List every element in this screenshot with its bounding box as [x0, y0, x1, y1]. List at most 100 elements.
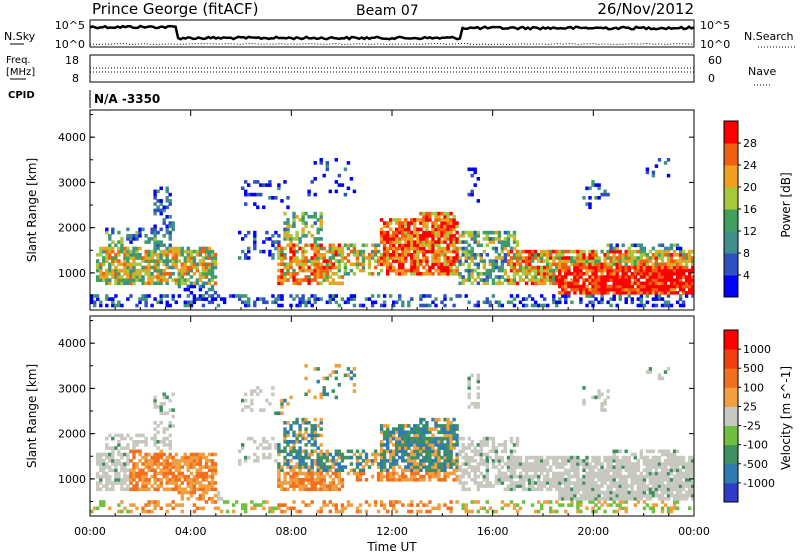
scatter-cell — [126, 262, 130, 267]
scatter-cell — [561, 503, 565, 507]
scatter-cell — [537, 509, 541, 514]
scatter-cell — [289, 465, 293, 469]
scatter-cell — [144, 462, 148, 466]
scatter-cell — [600, 408, 604, 412]
scatter-cell — [114, 474, 118, 479]
scatter-cell — [630, 281, 634, 286]
scatter-cell — [594, 481, 598, 485]
scatter-cell — [165, 249, 169, 254]
scatter-cell — [361, 471, 366, 476]
scatter-cell — [271, 300, 275, 305]
scatter-cell — [594, 265, 598, 270]
scatter-cell — [416, 471, 420, 476]
scatter-cell — [105, 452, 109, 457]
scatter-cell — [437, 459, 441, 463]
scatter-cell — [606, 490, 610, 495]
scatter-cell — [600, 468, 604, 473]
scatter-cell — [570, 474, 574, 479]
scatter-cell — [153, 275, 157, 279]
scatter-cell — [642, 291, 647, 295]
scatter-cell — [603, 253, 607, 257]
scatter-cell — [576, 259, 580, 263]
scatter-cell — [546, 455, 550, 460]
scatter-cell — [325, 272, 329, 276]
scatter-cell — [186, 497, 190, 501]
scatter-cell — [434, 303, 438, 308]
scatter-cell — [482, 265, 486, 270]
scatter-cell — [512, 484, 517, 488]
scatter-cell — [540, 484, 544, 488]
scatter-cell — [591, 465, 595, 469]
scatter-cell — [189, 459, 194, 463]
scatter-cell — [398, 297, 402, 301]
scatter-cell — [150, 500, 154, 504]
scatter-cell — [537, 303, 541, 308]
scatter-cell — [325, 465, 329, 469]
scatter-cell — [410, 455, 414, 460]
scatter-cell — [530, 484, 535, 488]
scatter-cell — [585, 284, 589, 289]
scatter-cell — [666, 173, 671, 178]
scatter-cell — [168, 440, 172, 444]
scatter-cell — [615, 243, 619, 248]
scatter-cell — [558, 462, 562, 466]
scatter-cell — [509, 462, 514, 466]
scatter-cell — [633, 265, 637, 270]
scatter-cell — [373, 300, 378, 305]
scatter-cell — [247, 230, 251, 235]
scatter-cell — [404, 237, 408, 241]
scatter-cell — [386, 246, 390, 251]
scatter-cell — [564, 478, 568, 482]
scatter-cell — [370, 452, 375, 457]
scatter-cell — [138, 253, 142, 257]
scatter-cell — [675, 275, 680, 279]
scatter-cell — [201, 487, 206, 492]
scatter-cell — [210, 249, 215, 254]
scatter-cell — [213, 465, 218, 469]
scatter-cell — [201, 272, 206, 276]
scatter-cell — [404, 449, 408, 454]
scatter-cell — [615, 249, 619, 254]
colorbar-tick-label: 24 — [743, 159, 757, 172]
scatter-cell — [398, 436, 402, 441]
scatter-cell — [277, 303, 281, 308]
scatter-cell — [561, 291, 565, 295]
scatter-cell — [189, 291, 194, 295]
scatter-cell — [105, 471, 109, 476]
scatter-cell — [413, 249, 417, 254]
scatter-cell — [458, 272, 462, 276]
scatter-cell — [425, 440, 429, 444]
scatter-cell — [313, 367, 317, 371]
scatter-cell — [624, 281, 628, 286]
scatter-cell — [401, 300, 405, 305]
scatter-cell — [503, 462, 508, 466]
scatter-cell — [660, 291, 665, 295]
scatter-cell — [262, 440, 266, 444]
scatter-cell — [579, 284, 583, 289]
scatter-cell — [624, 490, 628, 495]
scatter-cell — [618, 278, 622, 282]
scatter-cell — [153, 455, 157, 460]
scatter-cell — [473, 471, 477, 476]
scatter-cell — [588, 259, 592, 263]
scatter-cell — [379, 471, 384, 476]
scatter-cell — [238, 459, 242, 463]
scatter-cell — [663, 161, 668, 165]
scatter-cell — [521, 278, 526, 282]
scatter-cell — [537, 478, 541, 482]
scatter-cell — [289, 395, 293, 400]
scatter-cell — [295, 249, 299, 254]
scatter-cell — [310, 259, 314, 263]
scatter-cell — [494, 449, 499, 454]
scatter-cell — [467, 376, 471, 381]
scatter-cell — [600, 471, 604, 476]
scatter-cell — [395, 446, 399, 450]
scatter-cell — [346, 455, 351, 460]
scatter-cell — [201, 262, 206, 267]
scatter-cell — [210, 275, 215, 279]
scatter-cell — [464, 503, 468, 507]
scatter-cell — [416, 268, 420, 273]
scatter-cell — [618, 284, 622, 289]
scatter-cell — [210, 452, 215, 457]
scatter-cell — [379, 443, 384, 447]
